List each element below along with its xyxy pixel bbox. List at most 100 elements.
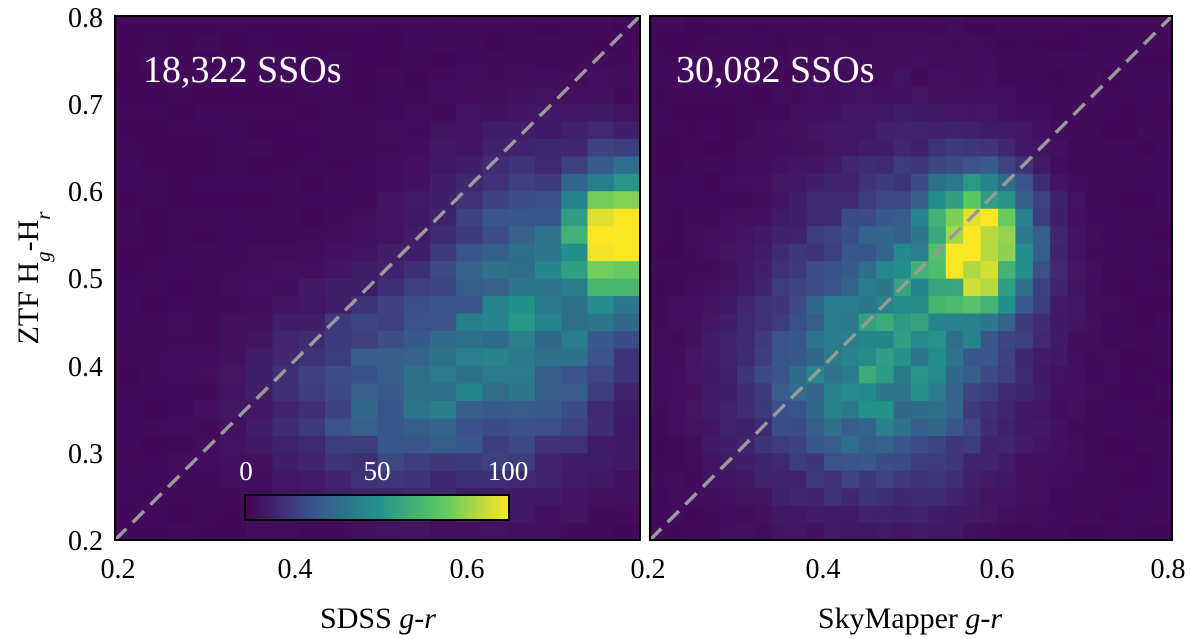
heatmap-cell [1137, 417, 1156, 436]
heatmap-cell [789, 243, 808, 262]
heatmap-cell [115, 365, 142, 384]
heatmap-cell [911, 435, 929, 454]
heatmap-cell [1119, 120, 1138, 139]
heatmap-cell [893, 312, 912, 331]
heatmap-cell [167, 312, 195, 331]
heatmap-cell [893, 330, 912, 349]
heatmap-cell [508, 435, 536, 454]
heatmap-cell [824, 208, 842, 227]
heatmap-cell [482, 33, 510, 52]
x-tick-label: 0.6 [980, 554, 1015, 585]
heatmap-cell [1032, 120, 1051, 139]
heatmap-cell [911, 365, 929, 384]
heatmap-cell [167, 155, 195, 174]
heatmap-cell [1067, 365, 1086, 384]
heatmap-cell [1050, 85, 1069, 104]
heatmap-cell [1085, 155, 1103, 174]
heatmap-cell [684, 278, 703, 297]
heatmap-cell [771, 382, 790, 401]
heatmap-cell [998, 16, 1016, 35]
heatmap-cell [963, 190, 982, 209]
heatmap-cell [824, 103, 842, 122]
heatmap-cell [998, 295, 1016, 314]
heatmap-cell [998, 487, 1016, 506]
heatmap-cell [876, 68, 895, 87]
heatmap-cell [650, 16, 668, 35]
heatmap-cell [1032, 85, 1051, 104]
heatmap-cell [1102, 173, 1121, 192]
heatmap-cell [980, 103, 999, 122]
heatmap-cell [824, 260, 842, 279]
heatmap-cell [667, 208, 686, 227]
heatmap-cell [806, 260, 825, 279]
heatmap-cell [876, 50, 895, 69]
heatmap-cell [220, 347, 247, 366]
x-tick-label: 0.6 [450, 554, 485, 585]
heatmap-cell [998, 400, 1016, 419]
heatmap-cell [587, 505, 615, 524]
heatmap-cell [351, 295, 379, 314]
heatmap-cell [193, 470, 221, 489]
heatmap-cell [684, 312, 703, 331]
heatmap-cell [893, 435, 912, 454]
x-tick-label: 0.4 [278, 554, 313, 585]
heatmap-cell [998, 243, 1016, 262]
heatmap-cell [377, 85, 405, 104]
heatmap-cell [824, 120, 842, 139]
heatmap-cell [737, 382, 755, 401]
heatmap-cell [377, 470, 405, 489]
heatmap-cell [1102, 365, 1121, 384]
heatmap-cell [535, 50, 562, 69]
heatmap-cell [272, 435, 300, 454]
heatmap-cell [684, 295, 703, 314]
heatmap-cell [115, 487, 142, 506]
heatmap-cell [613, 243, 640, 262]
heatmap-cell [246, 522, 274, 540]
heatmap-cell [876, 522, 895, 540]
heatmap-cell [911, 50, 929, 69]
heatmap-cell [167, 417, 195, 436]
heatmap-cell [928, 470, 947, 489]
heatmap-cell [508, 16, 536, 35]
heatmap-cell [1067, 33, 1086, 52]
heatmap-cell [298, 33, 326, 52]
heatmap-cell [508, 487, 536, 506]
heatmap-cell [220, 522, 247, 540]
heatmap-cell [246, 312, 274, 331]
heatmap-cell [893, 68, 912, 87]
heatmap-cell [1102, 400, 1121, 419]
heatmap-cell [841, 487, 860, 506]
heatmap-cell [980, 295, 999, 314]
heatmap-cell [963, 68, 982, 87]
heatmap-cell [928, 155, 947, 174]
heatmap-cell [702, 173, 721, 192]
heatmap-cell [963, 365, 982, 384]
heatmap-cell [824, 68, 842, 87]
heatmap-cell [220, 190, 247, 209]
heatmap-cell [1137, 260, 1156, 279]
heatmap-cell [115, 85, 142, 104]
heatmap-cell [377, 138, 405, 157]
heatmap-cell [482, 260, 510, 279]
heatmap-cell [1067, 50, 1086, 69]
heatmap-cell [141, 417, 169, 436]
heatmap-cell [1015, 138, 1034, 157]
heatmap-cell [893, 16, 912, 35]
heatmap-cell [535, 417, 562, 436]
heatmap-cell [325, 417, 352, 436]
heatmap-cell [1015, 208, 1034, 227]
heatmap-cell [1067, 347, 1086, 366]
heatmap-cell [1050, 365, 1069, 384]
heatmap-cell [115, 155, 142, 174]
heatmap-cell [535, 155, 562, 174]
heatmap-cell [193, 400, 221, 419]
heatmap-cell [377, 382, 405, 401]
heatmap-cell [141, 190, 169, 209]
heatmap-cell [789, 190, 808, 209]
heatmap-cell [789, 173, 808, 192]
heatmap-cell [858, 452, 877, 471]
heatmap-cell [824, 243, 842, 262]
heatmap-cell [1154, 312, 1172, 331]
heatmap-cell [298, 365, 326, 384]
heatmap-cell [719, 505, 738, 524]
